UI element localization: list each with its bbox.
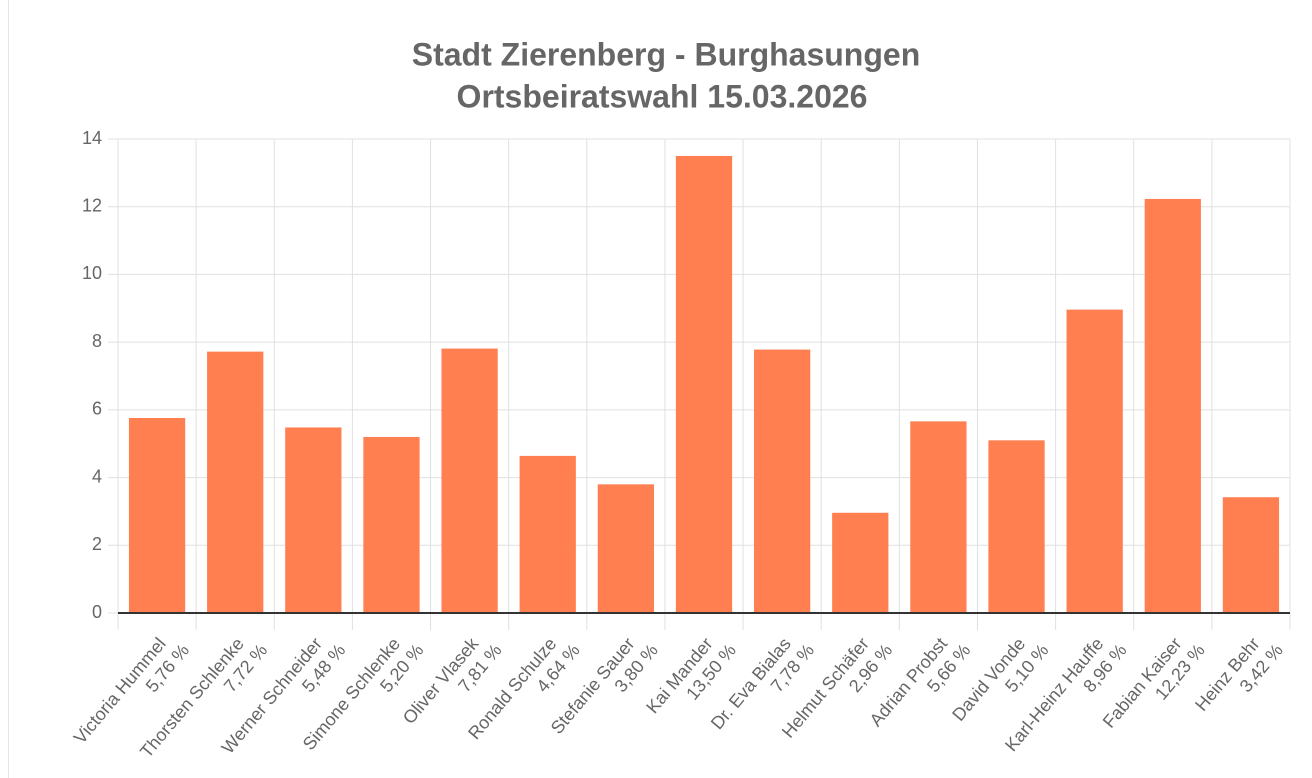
bar [1222, 497, 1280, 613]
y-tick-label: 10 [82, 263, 102, 283]
chart-subtitle: Ortsbeiratswahl 15.03.2026 [457, 78, 868, 114]
bar [754, 349, 811, 613]
bar [832, 512, 889, 613]
y-tick-label: 8 [92, 331, 102, 351]
bar [441, 348, 498, 613]
bar [519, 455, 576, 613]
y-tick-label: 14 [82, 128, 102, 148]
bar [363, 436, 420, 613]
bar [910, 421, 967, 613]
bar [1144, 198, 1201, 614]
bar [285, 427, 342, 613]
bar [207, 351, 264, 613]
bar [128, 417, 186, 613]
bar [1066, 309, 1123, 613]
bar [675, 155, 733, 613]
y-tick-label: 12 [82, 195, 102, 215]
bar [597, 484, 654, 613]
y-tick-label: 6 [92, 399, 102, 419]
y-tick-label: 0 [92, 602, 102, 622]
bar [988, 440, 1045, 613]
y-tick-label: 4 [92, 466, 102, 486]
chart-title: Stadt Zierenberg - Burghasungen [412, 36, 920, 72]
y-tick-label: 2 [92, 534, 102, 554]
